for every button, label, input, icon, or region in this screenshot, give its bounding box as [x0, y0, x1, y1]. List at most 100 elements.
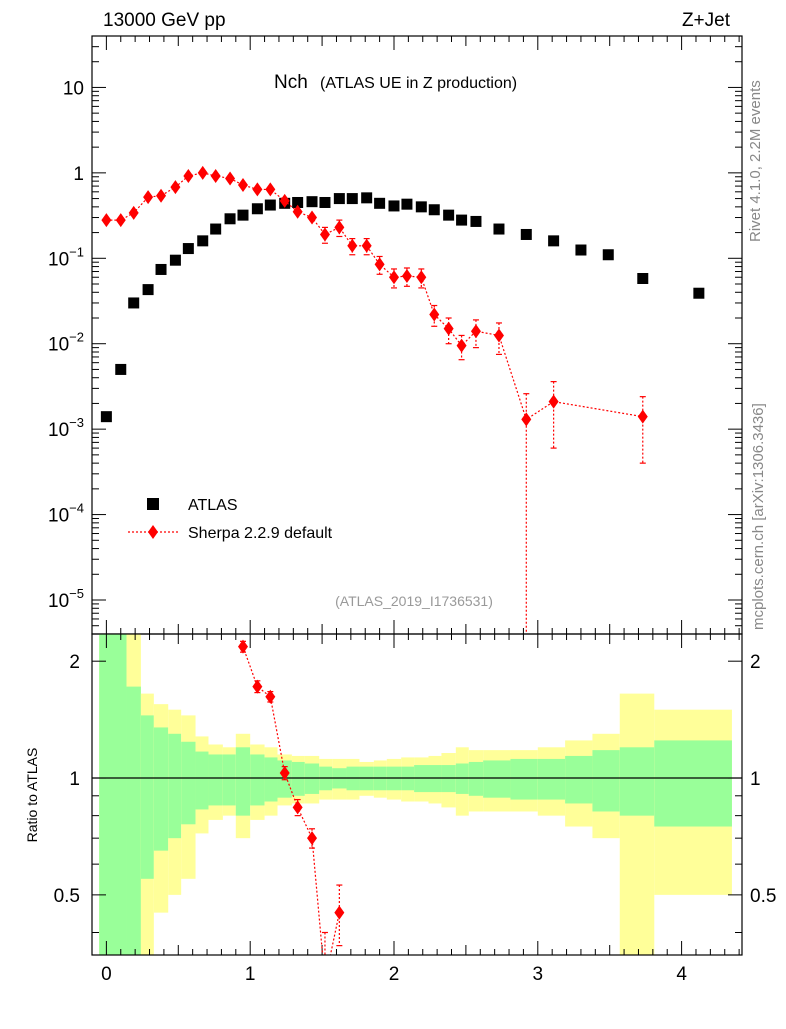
atlas-data-point: [415, 201, 427, 213]
sherpa-data-point: [334, 220, 345, 235]
ratio-inner-band: [195, 751, 209, 810]
atlas-data-point: [155, 263, 167, 275]
atlas-data-point: [306, 196, 318, 208]
ratio-inner-band: [537, 758, 566, 800]
ratio-y-axis-title: Ratio to ATLAS: [24, 748, 40, 843]
atlas-data-point: [224, 213, 236, 225]
atlas-data-point: [428, 204, 440, 216]
ratio-inner-band: [304, 763, 320, 794]
sherpa-data-point: [443, 321, 454, 336]
ratio-inner-band: [250, 754, 265, 806]
legend-sherpa-marker: [148, 525, 158, 539]
sherpa-data-point: [388, 270, 399, 285]
sherpa-data-point: [456, 338, 467, 353]
atlas-data-point: [251, 203, 263, 215]
ratio-inner-band: [168, 733, 182, 839]
atlas-data-point: [693, 287, 705, 299]
sherpa-data-point: [170, 180, 181, 195]
sherpa-data-point: [493, 328, 504, 343]
atlas-data-point: [333, 193, 345, 205]
atlas-data-point: [401, 198, 413, 210]
ratio-y-tick-label-right: 2: [750, 652, 761, 673]
ratio-data-layer: [92, 639, 742, 988]
header-left-label: 13000 GeV pp: [103, 10, 226, 31]
ratio-inner-band: [222, 754, 236, 806]
ratio-sherpa-data-point: [334, 905, 345, 920]
ratio-inner-band: [468, 761, 484, 796]
ratio-inner-band: [592, 750, 620, 812]
sherpa-series-line: [106, 172, 643, 421]
sherpa-data-point: [307, 210, 318, 225]
sherpa-data-point: [521, 412, 532, 427]
atlas-data-point: [361, 192, 373, 204]
sherpa-data-point: [470, 324, 481, 339]
atlas-data-point: [210, 223, 222, 235]
sherpa-data-point: [252, 182, 263, 197]
ratio-inner-band: [181, 741, 196, 825]
atlas-data-point: [100, 411, 112, 423]
ratio-y-tick-label-left: 1: [69, 769, 80, 790]
sherpa-data-point: [548, 394, 559, 409]
ratio-inner-band: [483, 760, 511, 798]
x-tick-label: 4: [676, 964, 687, 985]
sherpa-data-point: [292, 204, 303, 219]
ratio-inner-band: [619, 747, 655, 816]
main-plot-frame: [91, 35, 743, 635]
main-y-tick-label: 10−4: [48, 501, 84, 527]
ratio-inner-band: [264, 757, 278, 802]
ratio-y-tick-labels: 0.5 0.5 1 1 2 2: [54, 652, 777, 907]
legend-atlas-label: ATLAS: [188, 497, 238, 514]
ratio-inner-band: [565, 755, 593, 804]
ratio-inner-band: [510, 758, 538, 800]
sherpa-data-point: [143, 190, 154, 205]
ratio-sherpa-data-point: [320, 974, 330, 988]
atlas-data-point: [128, 297, 140, 309]
ratio-sherpa-data-point: [307, 831, 318, 846]
atlas-data-point: [388, 200, 400, 212]
atlas-data-point: [374, 197, 386, 209]
main-y-tick-label: 10−5: [48, 586, 84, 612]
ratio-inner-band: [235, 747, 251, 816]
main-y-tick-labels: 10 1 10−1 10−2 10−3 10−4 10−5: [48, 78, 84, 612]
sherpa-data-point: [128, 205, 139, 220]
atlas-data-point: [182, 243, 194, 255]
main-y-tick-label: 10−2: [48, 330, 84, 356]
sherpa-data-point: [210, 168, 221, 183]
main-data-layer: [100, 165, 705, 634]
atlas-data-point: [169, 254, 181, 266]
ratio-inner-band: [126, 686, 141, 955]
atlas-data-point: [456, 214, 468, 226]
side-source-label: mcplots.cern.ch [arXiv:1306.3436]: [750, 403, 767, 630]
ratio-sherpa-data-point: [279, 766, 290, 781]
ratio-uncertainty-bands: [99, 634, 732, 955]
sherpa-data-point: [265, 182, 276, 197]
legend-sherpa-label: Sherpa 2.2.9 default: [188, 525, 333, 542]
ratio-inner-band: [455, 763, 469, 794]
sherpa-data-point: [101, 213, 112, 228]
main-y-tick-label: 1: [73, 164, 84, 185]
atlas-data-point: [637, 273, 649, 285]
sherpa-data-point: [279, 193, 290, 208]
atlas-data-point: [575, 244, 587, 256]
sherpa-data-point: [374, 257, 385, 272]
x-tick-labels: 0 1 2 3 4: [101, 964, 687, 985]
ratio-inner-band: [99, 634, 127, 955]
main-y-tick-label: 10−1: [48, 244, 84, 270]
sherpa-data-point: [347, 238, 358, 253]
atlas-data-point: [292, 196, 304, 208]
main-axis-ticks: [91, 35, 742, 635]
atlas-data-point: [602, 249, 614, 261]
ratio-inner-band: [153, 727, 169, 851]
atlas-data-point: [470, 215, 482, 227]
ratio-sherpa-data-point: [252, 679, 263, 694]
ratio-outer-band: [619, 693, 655, 955]
ratio-inner-band: [208, 754, 223, 806]
side-version-label: Rivet 4.1.0, 2.2M events: [747, 80, 764, 242]
atlas-data-point: [197, 235, 209, 247]
atlas-data-point: [493, 223, 505, 235]
sherpa-data-point: [156, 188, 167, 203]
x-tick-label: 2: [389, 964, 400, 985]
sherpa-data-point: [237, 178, 248, 193]
ratio-plot-frame: [91, 633, 743, 956]
